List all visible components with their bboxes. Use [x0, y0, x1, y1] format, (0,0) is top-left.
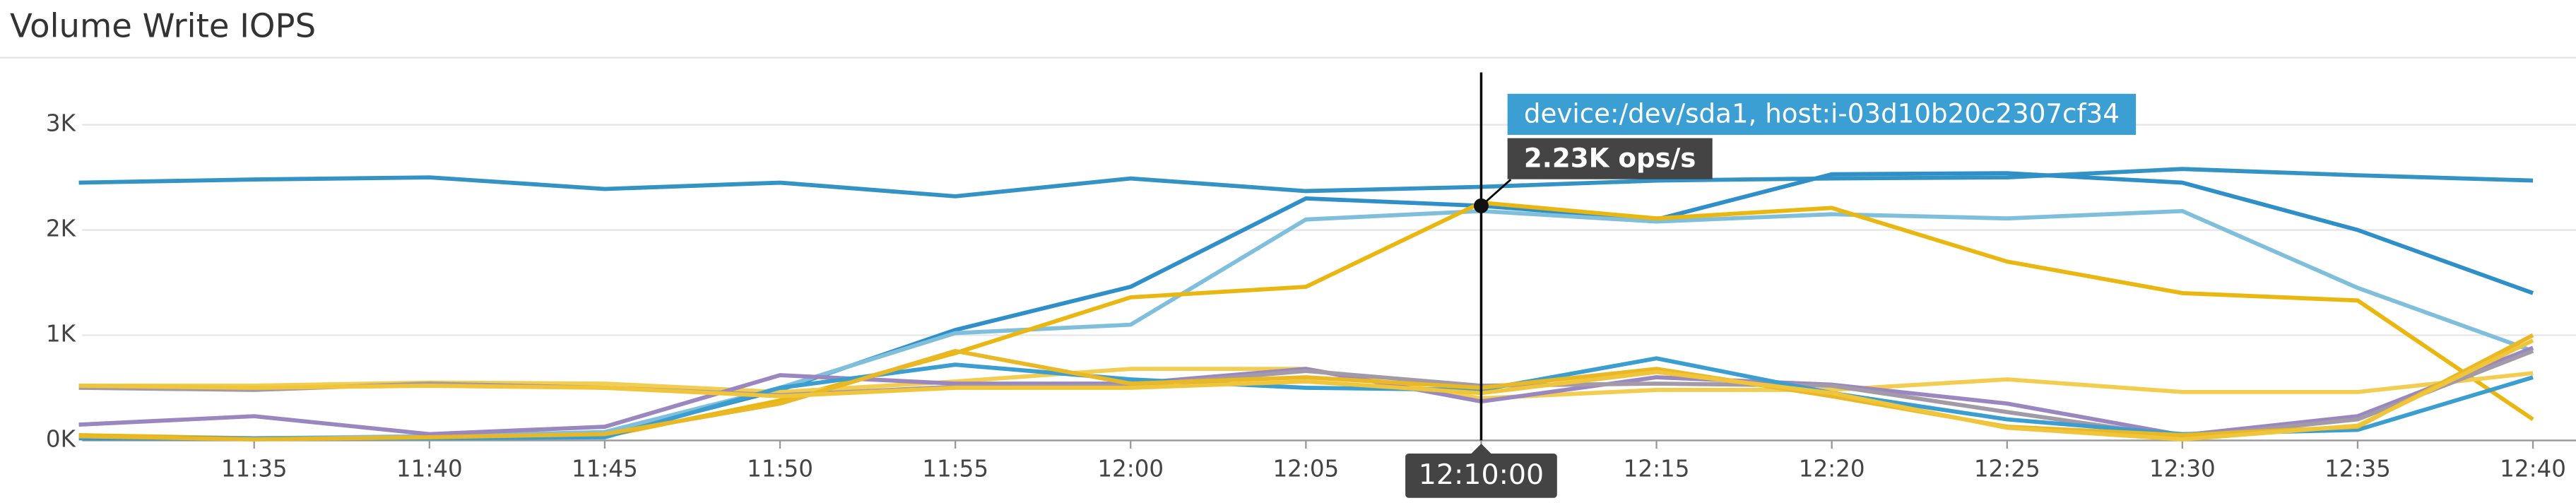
x-tick-label: 11:55 — [922, 455, 988, 482]
x-tick-label: 11:45 — [572, 455, 638, 482]
x-tick-label: 12:15 — [1624, 455, 1690, 482]
x-tick-label: 11:50 — [747, 455, 813, 482]
series-line — [78, 345, 2534, 437]
x-tick-label: 12:30 — [2149, 455, 2216, 482]
time-label-bg — [1405, 454, 1557, 498]
y-tick-label: 0K — [46, 425, 77, 452]
x-tick-label: 12:00 — [1097, 455, 1164, 482]
x-tick-label: 12:05 — [1272, 455, 1339, 482]
time-label-arrow — [1471, 444, 1491, 454]
x-tick-label: 12:40 — [2500, 455, 2566, 482]
y-tick-label: 2K — [46, 215, 77, 242]
tooltip-series-label: device:/dev/sda1, host:i-03d10b20c2307cf… — [1524, 98, 2120, 129]
tooltip-value-bg — [1507, 138, 1713, 179]
series-line — [78, 167, 2534, 199]
y-tick-label: 3K — [46, 110, 77, 137]
series-line — [78, 338, 2534, 442]
x-tick-label: 12:35 — [2324, 455, 2391, 482]
series-line — [78, 200, 2534, 441]
chart-title: Volume Write IOPS — [10, 6, 316, 45]
series-line — [78, 333, 2534, 442]
x-tick-label: 12:20 — [1799, 455, 1865, 482]
series-line — [78, 208, 2534, 441]
x-tick-label: 11:35 — [221, 455, 288, 482]
series-line — [78, 349, 2534, 439]
hover-point — [1473, 198, 1489, 213]
tooltip-value: 2.23K ops/s — [1524, 142, 1696, 173]
tooltip-series-bg — [1507, 93, 2137, 135]
x-tick-label: 11:40 — [396, 455, 463, 482]
y-tick-label: 1K — [46, 320, 77, 347]
x-tick-label: 12:25 — [1974, 455, 2040, 482]
time-label: 12:10:00 — [1419, 458, 1544, 491]
